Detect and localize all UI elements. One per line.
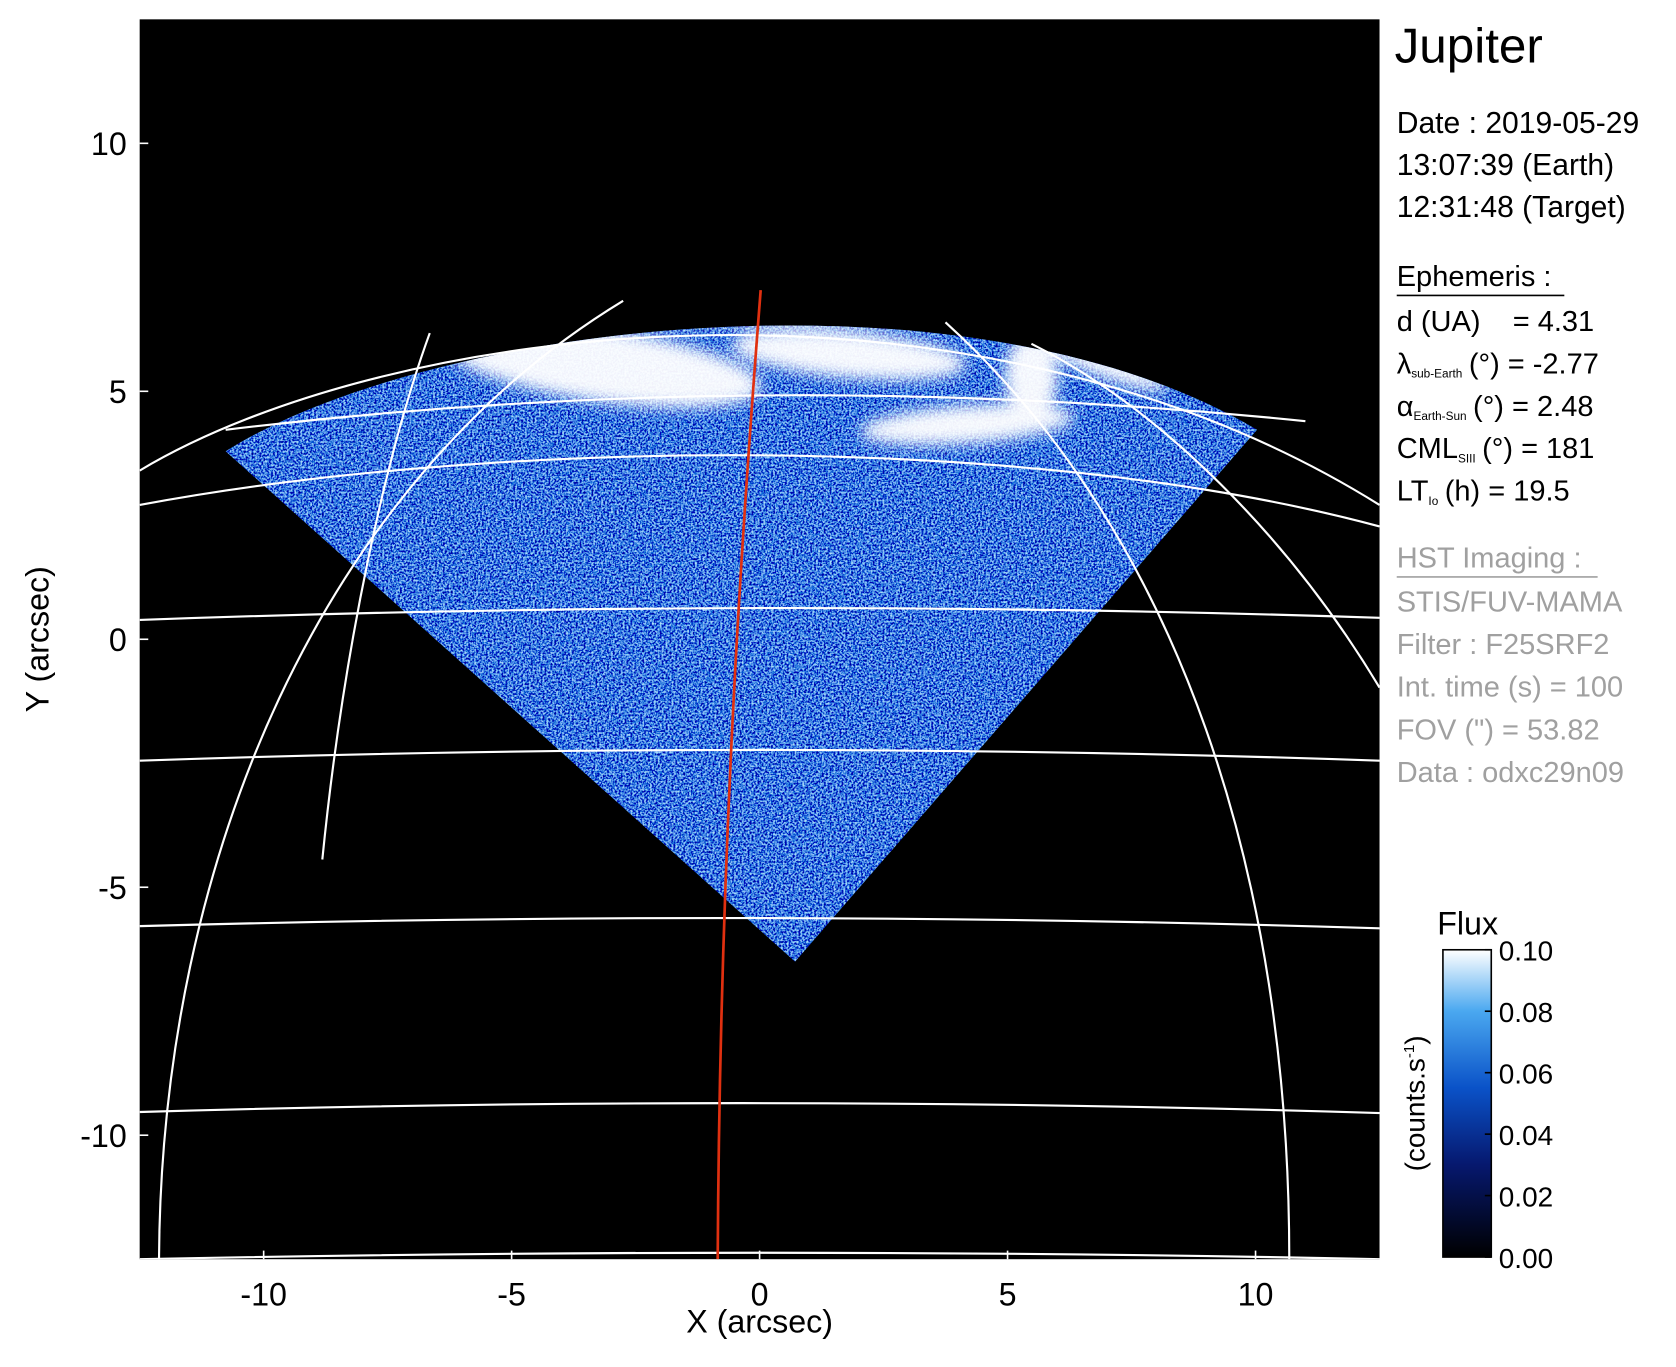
imaging-line: Int. time (s) = 100 bbox=[1397, 672, 1623, 704]
subscript: Earth-Sun bbox=[1413, 409, 1466, 423]
title: Jupiter bbox=[1395, 18, 1543, 73]
colorbar-tick-label: 0.10 bbox=[1499, 936, 1553, 967]
figure-body: X (arcsec) Y (arcsec) Jupiter -10 -5 0 5 10-… bbox=[19, 18, 1639, 1339]
imaging-line: Data : odxc29n09 bbox=[1397, 757, 1624, 789]
label-end: ) bbox=[1400, 1035, 1431, 1044]
date-line: 12:31:48 (Target) bbox=[1397, 191, 1626, 224]
y-tick-label: -5 bbox=[98, 870, 127, 906]
value: (°) = 181 bbox=[1482, 433, 1594, 465]
symbol: λ bbox=[1397, 348, 1412, 380]
symbol: LT bbox=[1397, 476, 1429, 508]
x-tick-label: 10 bbox=[1238, 1276, 1274, 1312]
y-tick-label: -10 bbox=[80, 1118, 127, 1154]
subscript: sub-Earth bbox=[1411, 367, 1462, 381]
date-line: Date : 2019-05-29 bbox=[1397, 107, 1639, 140]
imaging-line: STIS/FUV-MAMA bbox=[1397, 586, 1623, 618]
y-tick-label: 0 bbox=[109, 622, 127, 658]
y-tick-label: 5 bbox=[109, 374, 127, 410]
x-tick-label: 5 bbox=[999, 1276, 1017, 1312]
label-sup: -1 bbox=[1401, 1045, 1418, 1058]
x-tick-label: -10 bbox=[240, 1276, 287, 1312]
ephemeris-title: Ephemeris : bbox=[1397, 261, 1552, 293]
label: (counts.s bbox=[1400, 1058, 1431, 1171]
ephemeris-line: d (UA) = 4.31 bbox=[1397, 306, 1594, 338]
x-axis-label: X (arcsec) bbox=[686, 1303, 833, 1339]
colorbar-tick-label: 0.04 bbox=[1499, 1120, 1553, 1151]
ephemeris-line: LTIo (h) = 19.5 bbox=[1397, 476, 1570, 508]
x-tick-label: 0 bbox=[751, 1276, 769, 1312]
imaging-line: Filter : F25SRF2 bbox=[1397, 629, 1610, 661]
ephemeris-line: λsub-Earth (°) = -2.77 bbox=[1397, 348, 1599, 380]
value: (°) = -2.77 bbox=[1469, 348, 1599, 380]
y-tick-label: 10 bbox=[91, 126, 127, 162]
central-meridian bbox=[716, 289, 763, 1260]
symbol: CML bbox=[1397, 433, 1458, 465]
ephemeris-line: CMLSIII (°) = 181 bbox=[1397, 433, 1595, 465]
y-axis-label: Y (arcsec) bbox=[19, 566, 55, 712]
planet-grid bbox=[139, 299, 1380, 1260]
colorbar-tick-label: 0.00 bbox=[1499, 1243, 1553, 1274]
colorbar-label: (counts.s-1) bbox=[1400, 1035, 1431, 1171]
symbol: α bbox=[1397, 391, 1414, 423]
colorbar bbox=[1442, 948, 1493, 1258]
x-tick-label: -5 bbox=[497, 1276, 526, 1312]
subscript: Io bbox=[1428, 494, 1438, 508]
value: (°) = 2.48 bbox=[1473, 391, 1593, 423]
colorbar-tick-label: 0.06 bbox=[1499, 1058, 1553, 1089]
colorbar-title: Flux bbox=[1437, 906, 1498, 942]
subscript: SIII bbox=[1458, 452, 1476, 466]
colorbar-tick-label: 0.02 bbox=[1499, 1181, 1553, 1212]
colorbar-tick-label: 0.08 bbox=[1499, 997, 1553, 1028]
value: d (UA) = 4.31 bbox=[1397, 306, 1594, 338]
imaging-title: HST Imaging : bbox=[1397, 542, 1582, 574]
imaging-line: FOV (") = 53.82 bbox=[1397, 714, 1600, 746]
ephemeris-line: αEarth-Sun (°) = 2.48 bbox=[1397, 391, 1594, 423]
date-line: 13:07:39 (Earth) bbox=[1397, 149, 1614, 182]
value: (h) = 19.5 bbox=[1445, 476, 1570, 508]
